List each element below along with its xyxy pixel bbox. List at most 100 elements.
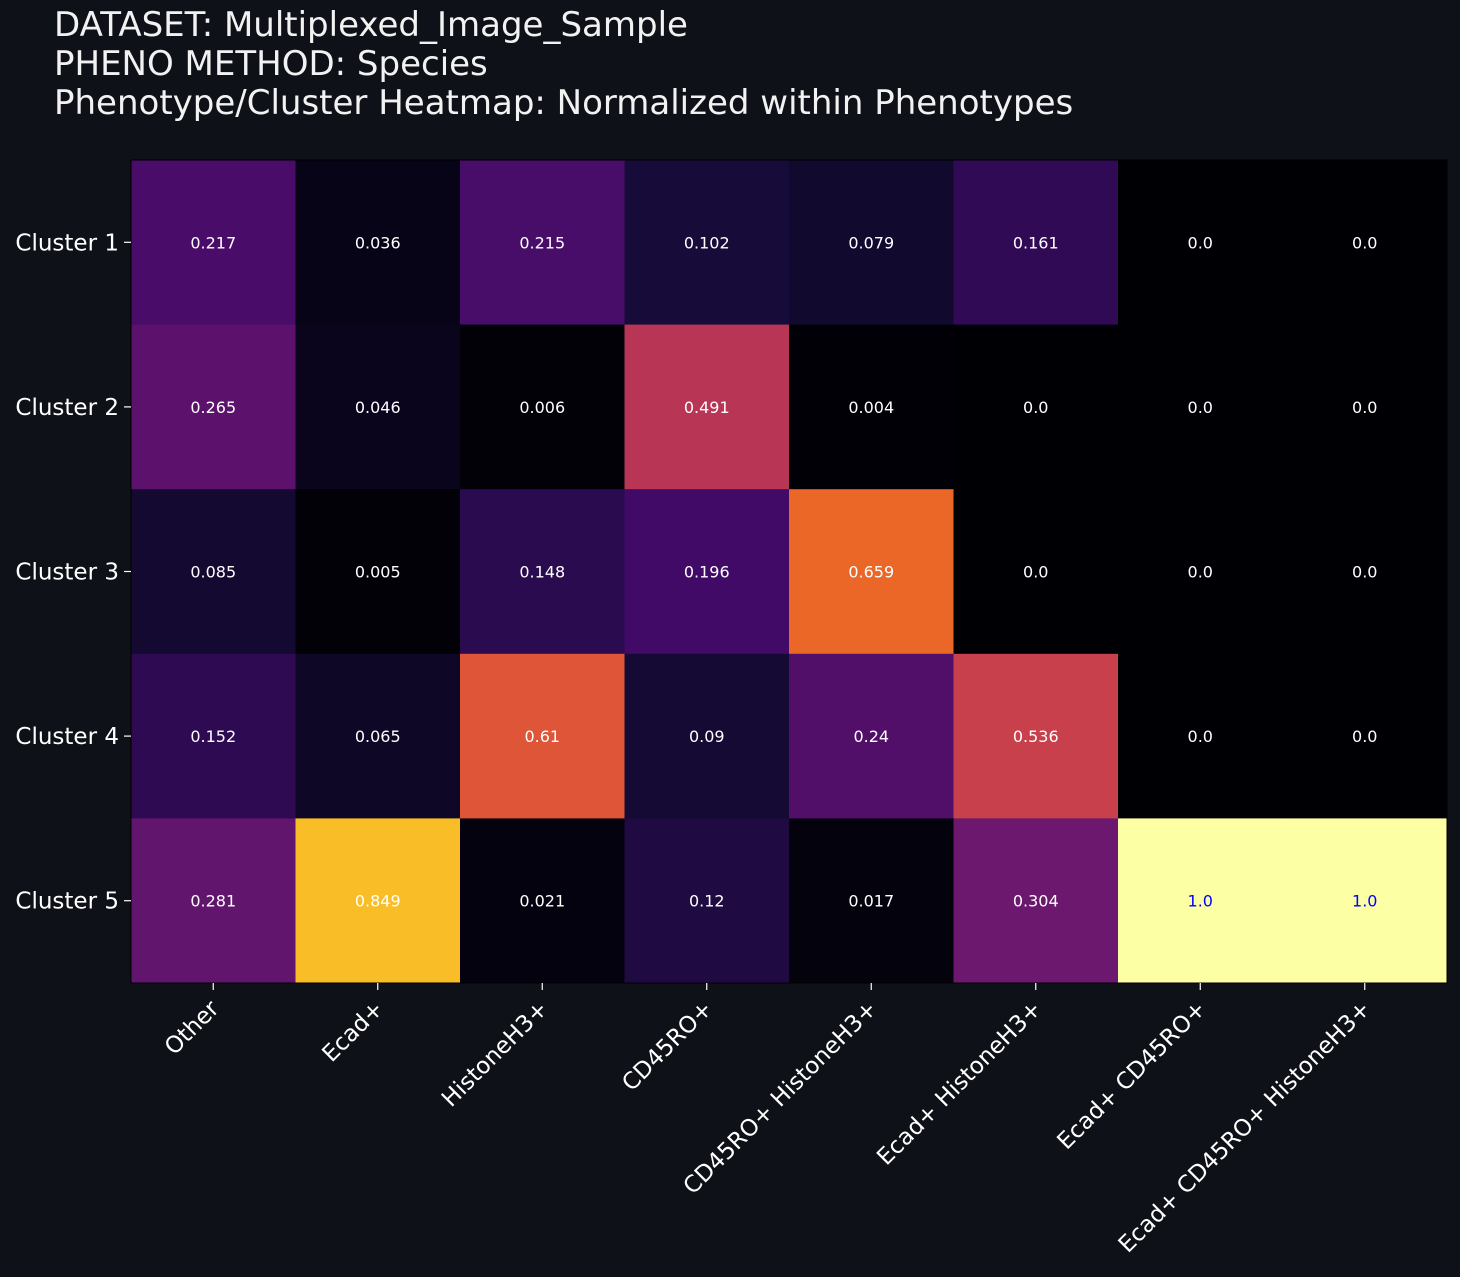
heatmap-cells: [130, 159, 1448, 984]
cell-value-label: 0.036: [355, 233, 401, 252]
cell-value-label: 0.849: [355, 892, 401, 911]
heatmap-cell: [953, 489, 1119, 655]
cell-value-label: 0.536: [1013, 727, 1059, 746]
cell-value-label: 0.017: [848, 892, 894, 911]
cell-value-label: 0.0: [1023, 398, 1048, 417]
x-tick-label: HistoneH3+: [437, 996, 553, 1112]
cell-value-label: 0.304: [1013, 892, 1059, 911]
heatmap-cell: [1118, 160, 1283, 326]
cell-value-label: 0.215: [519, 233, 565, 252]
heatmap-cell: [131, 818, 296, 984]
cell-value-label: 0.102: [684, 233, 730, 252]
cell-value-label: 0.006: [519, 398, 565, 417]
cell-value-label: 0.046: [355, 398, 401, 417]
x-tick-label: Ecad+ HistoneH3+: [872, 996, 1047, 1171]
y-axis-ticks: Cluster 1 Cluster 2 Cluster 3 Cluster 4 Clus…: [15, 230, 131, 915]
cell-value-label: 1.0: [1188, 892, 1213, 911]
heatmap-cell: [460, 160, 625, 326]
cell-value-label: 0.0: [1352, 398, 1377, 417]
y-tick-label: Cluster 5: [15, 889, 119, 915]
heatmap-cell: [295, 160, 461, 326]
cell-value-label: 0.491: [684, 398, 730, 417]
cell-value-label: 0.005: [355, 563, 401, 582]
heatmap-cell: [460, 324, 625, 490]
cell-value-label: 0.265: [190, 398, 236, 417]
heatmap-cell: [953, 160, 1119, 326]
cell-value-label: 0.12: [689, 892, 725, 911]
cell-value-label: 0.217: [190, 233, 236, 252]
heatmap-cell: [789, 489, 954, 655]
cell-value-label: 0.24: [853, 727, 889, 746]
cell-value-label: 0.161: [1013, 233, 1059, 252]
cell-value-label: 0.0: [1352, 727, 1377, 746]
y-tick-label: Cluster 1: [15, 230, 119, 256]
cell-value-label: 0.0: [1188, 727, 1213, 746]
y-tick-label: Cluster 3: [15, 560, 119, 586]
cell-value-label: 0.148: [519, 563, 565, 582]
heatmap-cell: [1282, 160, 1448, 326]
heatmap-cell: [295, 324, 461, 490]
heatmap-cell: [953, 653, 1119, 819]
cell-value-label: 0.0: [1188, 563, 1213, 582]
heatmap-cell: [953, 324, 1119, 490]
pheno-method-title: PHENO METHOD: Species: [54, 44, 488, 84]
cell-value-label: 0.065: [355, 727, 401, 746]
heatmap-cell: [1118, 653, 1283, 819]
heatmap-cell: [953, 818, 1119, 984]
heatmap-cell: [1118, 818, 1283, 984]
x-tick-label: CD45RO+: [617, 996, 718, 1097]
x-axis-ticks: Other Ecad+ HistoneH3+ CD45RO+CD45RO+ Histo…: [160, 983, 1376, 1258]
y-tick-label: Cluster 2: [15, 395, 119, 421]
heatmap-cell: [624, 324, 790, 490]
cell-value-label: 0.085: [190, 563, 236, 582]
heatmap-cell: [624, 818, 790, 984]
x-tick-label: Ecad+ CD45RO+: [1052, 996, 1211, 1155]
heatmap-cell: [1282, 818, 1448, 984]
heatmap-cell: [131, 324, 296, 490]
cell-value-label: 0.0: [1352, 563, 1377, 582]
cell-value-label: 0.0: [1023, 563, 1048, 582]
x-tick-label: Ecad+: [317, 996, 389, 1068]
heatmap-cell: [624, 653, 790, 819]
heatmap-cell: [460, 818, 625, 984]
x-tick-label: CD45RO+ HistoneH3+: [679, 996, 883, 1200]
heatmap-cell: [1118, 324, 1283, 490]
cell-value-label: 0.0: [1188, 233, 1213, 252]
y-tick-label: Cluster 4: [15, 724, 119, 750]
heatmap-cell: [131, 160, 296, 326]
heatmap-cell: [789, 324, 954, 490]
heatmap-cell: [460, 653, 625, 819]
cell-value-label: 0.079: [848, 233, 894, 252]
cell-value-label: 0.09: [689, 727, 725, 746]
cell-value-label: 1.0: [1352, 892, 1377, 911]
cell-value-label: 0.152: [190, 727, 236, 746]
heatmap-cell: [624, 160, 790, 326]
cell-value-label: 0.659: [848, 563, 894, 582]
x-tick-label: Other: [160, 995, 225, 1060]
heatmap-cell: [131, 653, 296, 819]
heatmap-cell: [295, 653, 461, 819]
heatmap-cell: [1282, 653, 1448, 819]
cell-value-label: 0.0: [1188, 398, 1213, 417]
heatmap-cell: [131, 489, 296, 655]
heatmap-cell: [460, 489, 625, 655]
chart-title-block: DATASET: Multiplexed_Image_Sample PHENO …: [54, 6, 1073, 123]
heatmap-title: Phenotype/Cluster Heatmap: Normalized wi…: [54, 83, 1074, 123]
heatmap-cell: [295, 818, 461, 984]
heatmap-annotations: 0.217 0.036 0.215 0.102 0.079 0.161 0.0 0.0 0.26…: [190, 233, 1377, 910]
heatmap-cell: [789, 160, 954, 326]
cell-value-label: 0.281: [190, 892, 236, 911]
dataset-title: DATASET: Multiplexed_Image_Sample: [54, 5, 688, 45]
heatmap-cell: [624, 489, 790, 655]
cell-value-label: 0.0: [1352, 233, 1377, 252]
heatmap-cell: [1282, 489, 1448, 655]
cell-value-label: 0.196: [684, 563, 730, 582]
heatmap-cell: [789, 818, 954, 984]
heatmap-cell: [789, 653, 954, 819]
heatmap-cell: [295, 489, 461, 655]
cell-value-label: 0.021: [519, 892, 565, 911]
heatmap-cell: [1118, 489, 1283, 655]
cell-value-label: 0.61: [524, 727, 560, 746]
cell-value-label: 0.004: [848, 398, 894, 417]
